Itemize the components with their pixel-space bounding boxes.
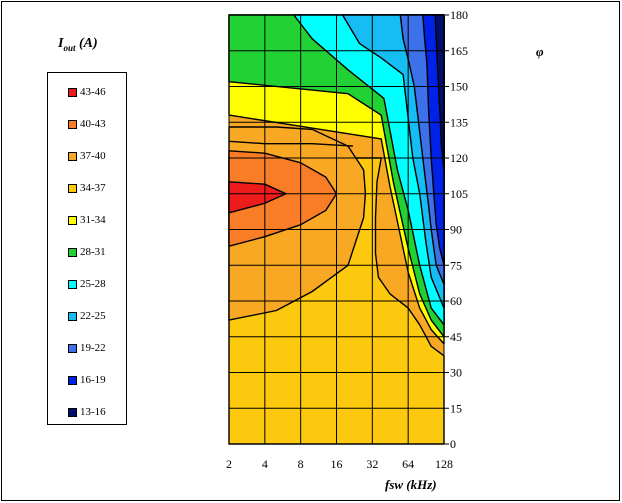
legend-label: 40-43: [80, 118, 106, 130]
legend-label: 37-40: [80, 150, 106, 162]
y-tick-label: 15: [450, 401, 462, 415]
legend-item: 28-31: [68, 245, 106, 259]
legend-item: 37-40: [68, 149, 106, 163]
y-tick-label: 180: [450, 8, 468, 22]
legend-item: 19-22: [68, 341, 106, 355]
legend-item: 22-25: [68, 309, 106, 323]
x-axis-label: fsw (kHz): [385, 477, 437, 492]
x-tick-label: 64: [402, 457, 414, 471]
legend-item: 43-46: [68, 85, 106, 99]
legend-label: 16-19: [80, 374, 106, 386]
y-tick-label: 90: [450, 223, 462, 237]
legend-swatch: [68, 247, 77, 257]
legend-label: 25-28: [80, 278, 106, 290]
legend-swatch: [68, 311, 77, 321]
y-tick-label: 120: [450, 151, 468, 165]
contour-region-40-43: [228, 150, 338, 247]
legend-item: 16-19: [68, 373, 106, 387]
x-tick-label: 32: [366, 457, 378, 471]
legend-title: Iout (A): [58, 36, 98, 53]
legend-label: 13-16: [80, 406, 106, 418]
legend-swatch: [68, 119, 77, 129]
x-tick-label: 8: [298, 457, 304, 471]
legend-swatch: [68, 279, 77, 289]
legend-label: 34-37: [80, 182, 106, 194]
legend-swatch: [68, 151, 77, 161]
x-tick-label: 128: [435, 457, 453, 471]
legend-swatch: [68, 343, 77, 353]
legend-swatch: [68, 183, 77, 193]
x-tick-label: 2: [226, 457, 232, 471]
legend-swatch: [68, 407, 77, 417]
legend-item: 34-37: [68, 181, 106, 195]
y-tick-label: 45: [450, 330, 462, 344]
y-tick-label: 60: [450, 294, 462, 308]
legend-label: 43-46: [80, 86, 106, 98]
legend-item: 40-43: [68, 117, 106, 131]
y-axis-label: φ: [536, 44, 544, 59]
y-tick-label: 150: [450, 80, 468, 94]
legend-item: 31-34: [68, 213, 106, 227]
legend-swatch: [68, 375, 77, 385]
y-tick-label: 30: [450, 366, 462, 380]
legend-label: 19-22: [80, 342, 106, 354]
y-tick-label: 165: [450, 44, 468, 58]
contour-line: [228, 140, 354, 147]
legend: 43-46 40-43 37-40 34-37 31-34 28-31 25-2…: [47, 72, 127, 425]
legend-label: 31-34: [80, 214, 106, 226]
legend-label: 28-31: [80, 246, 106, 258]
legend-item: 25-28: [68, 277, 106, 291]
y-tick-label: 0: [450, 437, 456, 451]
x-tick-label: 4: [262, 457, 268, 471]
y-tick-label: 135: [450, 115, 468, 129]
legend-label: 22-25: [80, 310, 106, 322]
y-tick-label: 105: [450, 187, 468, 201]
legend-item: 13-16: [68, 405, 106, 419]
legend-swatch: [68, 87, 77, 97]
y-tick-label: 75: [450, 258, 462, 272]
legend-swatch: [68, 215, 77, 225]
x-tick-label: 16: [331, 457, 343, 471]
